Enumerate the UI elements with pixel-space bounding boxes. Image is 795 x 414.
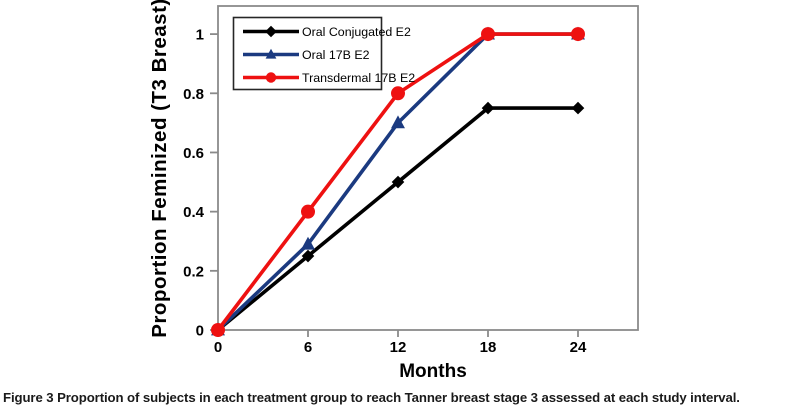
y-axis-tick-label: 1 xyxy=(196,27,204,44)
legend-item-oral-conjugated-e2: Oral Conjugated E2 xyxy=(243,25,411,39)
legend-marker xyxy=(265,48,277,59)
series-transdermal-17b-e2 xyxy=(211,27,585,337)
legend-label: Oral Conjugated E2 xyxy=(302,25,411,39)
legend-marker xyxy=(265,72,277,83)
series-oral-conjugated-e2 xyxy=(211,101,585,337)
y-axis-tick-label: 0.2 xyxy=(183,263,204,280)
data-point xyxy=(211,323,225,337)
x-axis-tick-label: 0 xyxy=(214,339,222,356)
y-axis-tick-label: 0 xyxy=(196,323,204,340)
data-point xyxy=(301,204,315,219)
x-axis-tick-label: 6 xyxy=(304,339,312,356)
x-axis-tick-label: 12 xyxy=(390,339,407,356)
legend-item-transdermal-17b-e2: Transdermal 17B E2 xyxy=(243,71,415,85)
legend-marker xyxy=(265,25,277,38)
legend-label: Transdermal 17B E2 xyxy=(302,71,415,85)
data-point xyxy=(481,101,495,115)
legend: Oral Conjugated E2 Oral 17B E2 Transdermal… xyxy=(232,16,415,91)
data-point xyxy=(571,27,585,42)
data-point xyxy=(391,86,405,101)
data-point xyxy=(301,249,315,263)
data-point xyxy=(571,101,585,115)
x-axis-tick-label: 24 xyxy=(570,339,587,356)
figure-caption: Figure 3 Proportion of subjects in each … xyxy=(3,389,793,407)
data-point xyxy=(391,175,405,189)
data-point xyxy=(391,115,405,129)
figure-caption-label: Figure 3 xyxy=(3,390,54,405)
data-point xyxy=(481,27,495,42)
series-line xyxy=(216,106,578,332)
plot-area-border xyxy=(217,5,639,331)
y-axis-title: Proportion Feminized (T3 Breast) xyxy=(148,0,171,338)
data-point xyxy=(301,236,315,250)
legend-item-oral-17b-e2: Oral 17B E2 xyxy=(243,48,370,62)
x-axis-title: Months xyxy=(399,361,467,382)
y-axis-tick-label: 0.6 xyxy=(183,145,204,162)
legend-label: Oral 17B E2 xyxy=(302,48,370,62)
line-chart: 0 0.2 0.4 0.6 0.8 1 0 6 12 18 24 Proportion Feminiz… xyxy=(148,0,639,382)
y-axis-tick-label: 0.4 xyxy=(183,204,205,221)
figure-caption-text: Proportion of subjects in each treatment… xyxy=(57,390,740,405)
x-axis-tick-label: 18 xyxy=(480,339,497,356)
y-axis-tick-label: 0.8 xyxy=(183,86,204,103)
